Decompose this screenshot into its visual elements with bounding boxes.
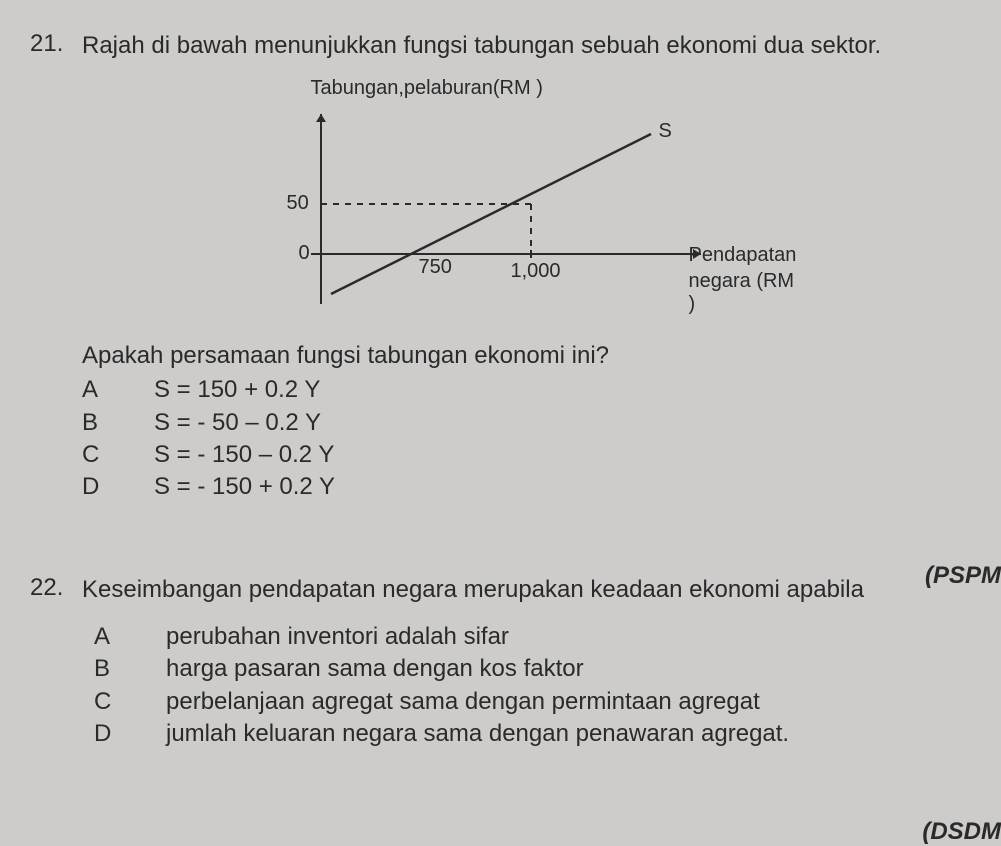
option-text: harga pasaran sama dengan kos faktor — [166, 653, 584, 685]
series-s-label: S — [659, 120, 672, 143]
q21-source-tag: (PSPM — [925, 562, 1001, 590]
option-letter: D — [94, 718, 118, 750]
q21-subquestion: Apakah persamaan fungsi tabungan ekonomi… — [82, 342, 971, 370]
q21-prompt: Rajah di bawah menunjukkan fungsi tabung… — [82, 30, 971, 61]
option-text: S = - 150 + 0.2 Y — [154, 471, 335, 503]
x-tick-1000: 1,000 — [511, 260, 561, 283]
y-tick-50: 50 — [287, 192, 309, 215]
q21-prompt-line: 21. Rajah di bawah menunjukkan fungsi ta… — [30, 30, 971, 61]
q22-option-d: D jumlah keluaran negara sama dengan pen… — [94, 718, 971, 750]
option-letter: D — [82, 471, 106, 503]
q22-prompt: Keseimbangan pendapatan negara merupakan… — [82, 574, 971, 605]
q22-option-a: A perubahan inventori adalah sifar — [94, 621, 971, 653]
q22-prompt-line: 22. Keseimbangan pendapatan negara merup… — [30, 574, 971, 605]
q22-option-b: B harga pasaran sama dengan kos faktor — [94, 653, 971, 685]
option-letter: A — [82, 374, 106, 406]
option-letter: C — [82, 439, 106, 471]
q21-options: A S = 150 + 0.2 Y B S = - 50 – 0.2 Y C S… — [82, 374, 971, 504]
option-text: perbelanjaan agregat sama dengan permint… — [166, 686, 760, 718]
chart-y-axis-title: Tabungan,pelaburan(RM ) — [311, 77, 801, 100]
option-text: S = - 50 – 0.2 Y — [154, 407, 321, 439]
option-letter: C — [94, 686, 118, 718]
option-text: perubahan inventori adalah sifar — [166, 621, 509, 653]
question-21: 21. Rajah di bawah menunjukkan fungsi ta… — [30, 30, 971, 504]
q21-option-d: D S = - 150 + 0.2 Y — [82, 471, 971, 503]
question-22: 22. Keseimbangan pendapatan negara merup… — [30, 574, 971, 751]
q21-option-c: C S = - 150 – 0.2 Y — [82, 439, 971, 471]
q21-number: 21. — [30, 30, 70, 58]
chart-area: 50 0 750 1,000 S Pendapatan negara (RM ) — [201, 104, 801, 314]
q21-chart: Tabungan,pelaburan(RM ) 50 — [201, 77, 801, 314]
option-text: S = 150 + 0.2 Y — [154, 374, 320, 406]
option-text: jumlah keluaran negara sama dengan penaw… — [166, 718, 789, 750]
origin-zero: 0 — [299, 242, 310, 265]
x-axis-title-2: negara (RM ) — [689, 270, 801, 316]
s-line — [331, 134, 651, 294]
option-letter: A — [94, 621, 118, 653]
q22-options: A perubahan inventori adalah sifar B har… — [94, 621, 971, 751]
q21-option-b: B S = - 50 – 0.2 Y — [82, 407, 971, 439]
x-tick-750: 750 — [419, 256, 452, 279]
y-axis-arrow — [316, 114, 326, 122]
q22-number: 22. — [30, 574, 70, 602]
option-letter: B — [94, 653, 118, 685]
option-text: S = - 150 – 0.2 Y — [154, 439, 334, 471]
x-axis-title-1: Pendapatan — [689, 244, 797, 267]
option-letter: B — [82, 407, 106, 439]
q22-source-tag: (DSDM — [922, 818, 1001, 846]
q22-option-c: C perbelanjaan agregat sama dengan permi… — [94, 686, 971, 718]
q21-option-a: A S = 150 + 0.2 Y — [82, 374, 971, 406]
